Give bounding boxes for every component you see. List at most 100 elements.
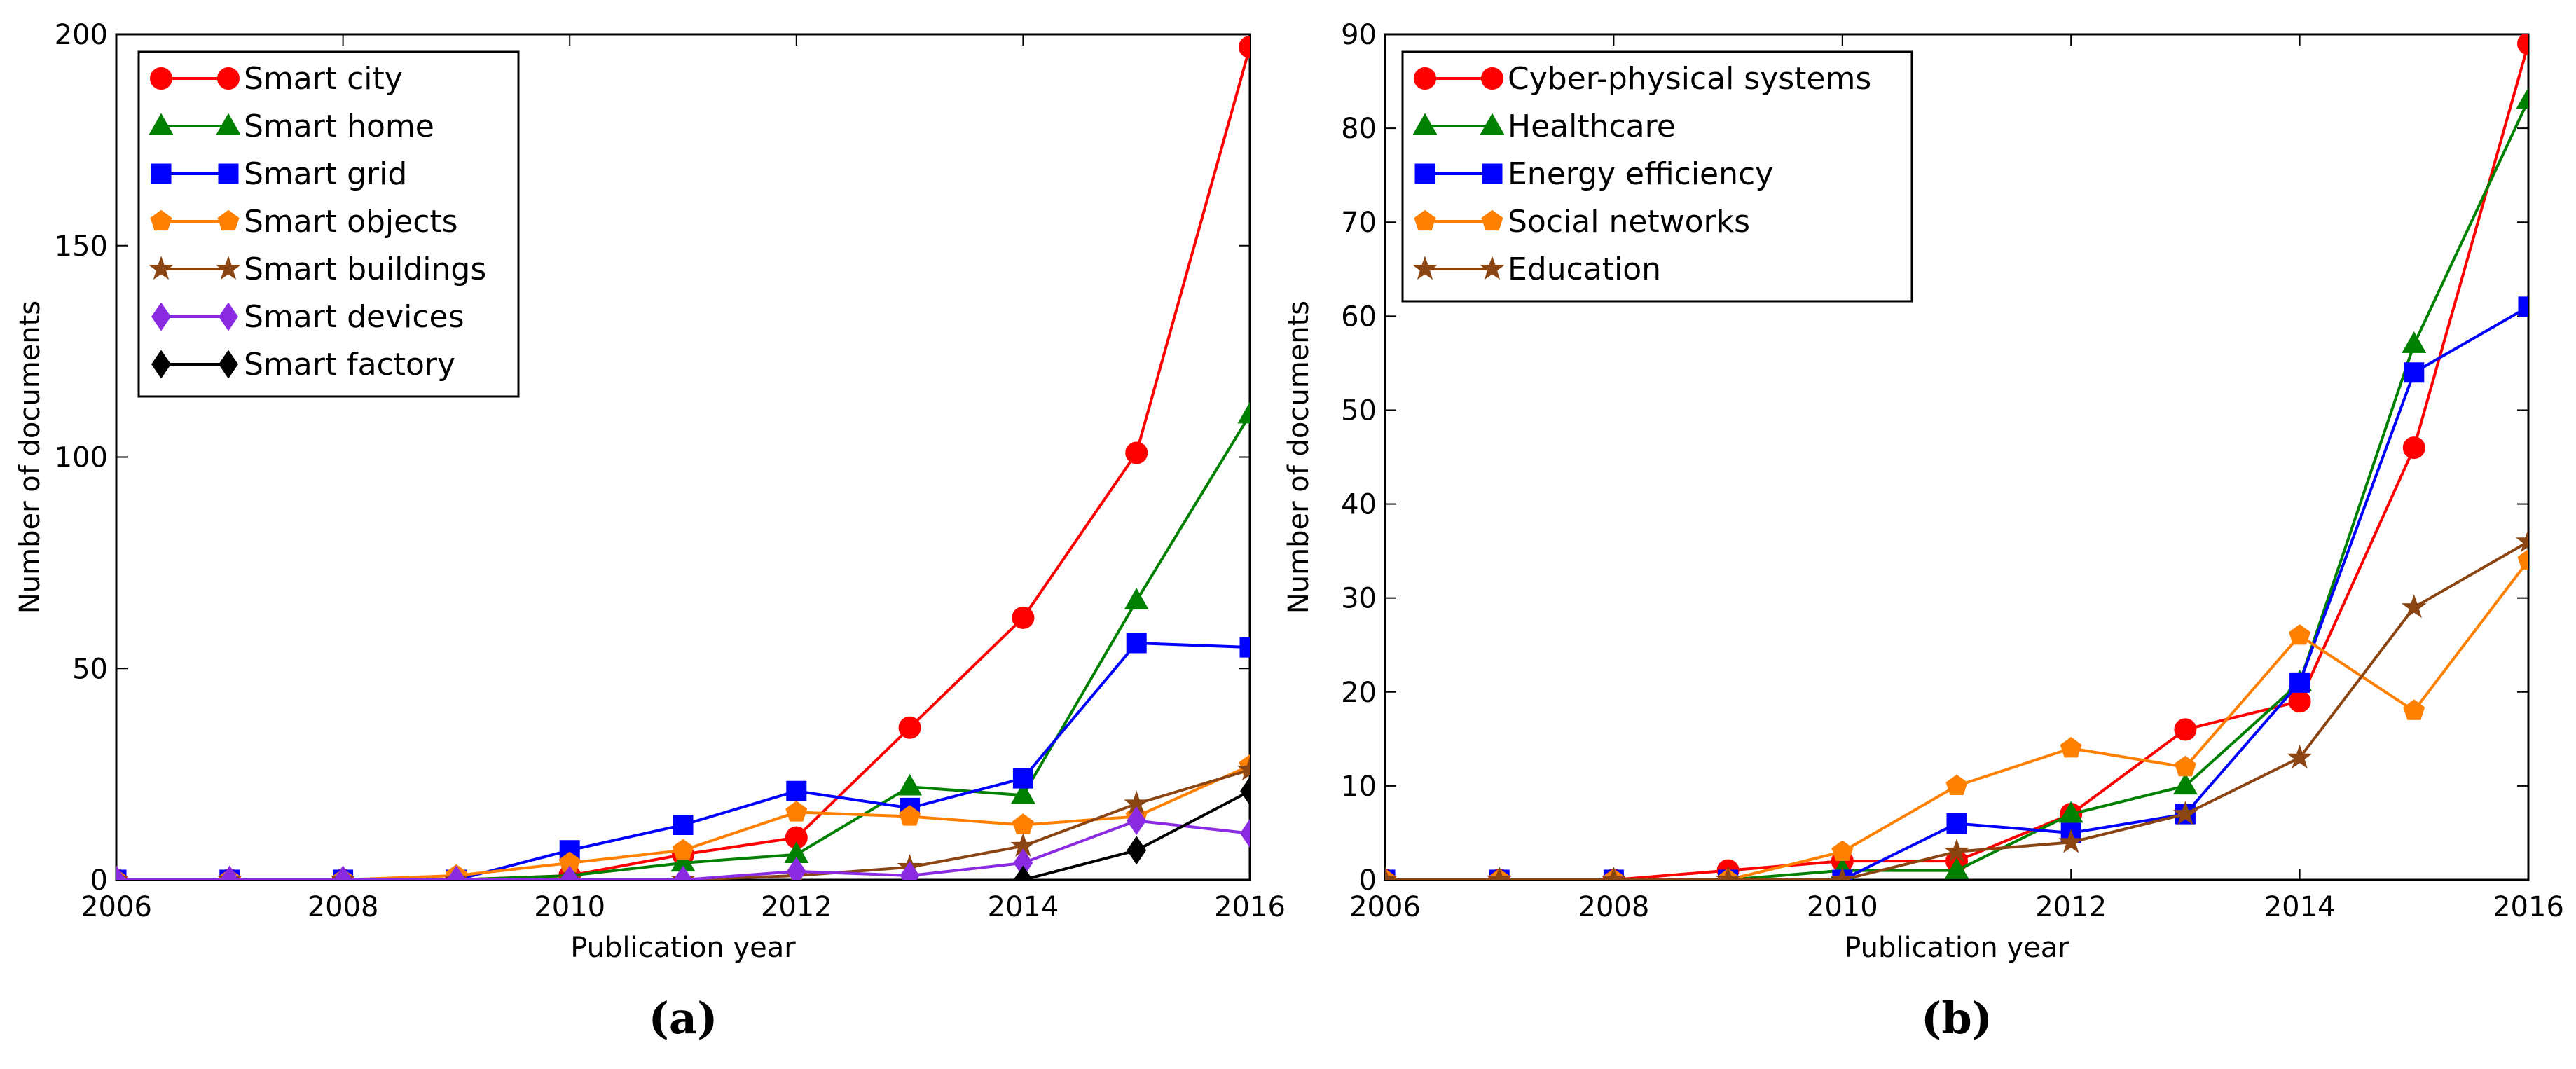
data-point <box>446 865 467 880</box>
legend-marker <box>1412 113 1438 135</box>
data-point <box>1601 867 1627 880</box>
y-tick-label: 0 <box>1359 864 1377 897</box>
legend-marker <box>150 67 172 90</box>
x-tick-label: 2006 <box>1349 891 1421 923</box>
data-point <box>2058 801 2083 823</box>
y-tick-label: 10 <box>1341 771 1377 803</box>
data-point <box>2403 699 2425 720</box>
y-tick-label: 50 <box>72 653 108 685</box>
data-point <box>2401 594 2427 619</box>
y-tick-label: 50 <box>1341 394 1377 427</box>
x-tick-label: 2008 <box>308 891 379 923</box>
data-point <box>1831 840 1854 861</box>
legend-label: Smart factory <box>244 347 455 382</box>
x-tick-label: 2006 <box>81 891 152 923</box>
data-point <box>1944 838 1969 862</box>
data-point <box>2402 331 2427 353</box>
legend-marker <box>1414 163 1435 184</box>
data-point <box>1945 774 1968 795</box>
data-point <box>1126 633 1147 654</box>
legend-marker <box>1414 67 1436 90</box>
data-point <box>2517 549 2528 570</box>
x-tick-label: 2014 <box>988 891 1059 923</box>
y-tick-label: 150 <box>55 230 108 263</box>
data-point <box>2058 829 2084 853</box>
legend-marker <box>216 113 241 135</box>
legend-marker <box>1481 67 1503 90</box>
data-point <box>1487 867 1513 880</box>
y-tick-label: 60 <box>1341 301 1377 333</box>
axes-frame <box>1384 33 2530 881</box>
series-social-networks <box>1385 549 2528 880</box>
legend-label: Smart grid <box>244 156 407 192</box>
legend-marker <box>217 67 240 90</box>
data-point <box>2288 690 2311 713</box>
data-point <box>673 815 694 836</box>
legend-label: Healthcare <box>1508 109 1676 144</box>
data-point <box>1127 836 1147 865</box>
plot-area <box>116 36 1250 880</box>
legend-marker <box>151 302 171 331</box>
y-tick-label: 200 <box>55 19 108 51</box>
legend-marker <box>1480 256 1505 280</box>
x-tick-label: 2012 <box>761 891 832 923</box>
data-point <box>1012 768 1033 789</box>
data-point <box>900 861 920 880</box>
legend-label: Smart city <box>244 61 403 97</box>
legend-marker <box>151 350 171 379</box>
chart-b: 2006 2008 2010 2012 2014 2016 0 10 20 30 40 50 60 70 8… <box>1283 19 2564 1044</box>
data-point <box>1012 813 1034 834</box>
x-axis-label: Publication year <box>570 932 796 964</box>
legend-marker <box>217 209 240 231</box>
data-point <box>1127 806 1147 836</box>
plot-area <box>1385 34 2528 880</box>
data-point <box>1125 441 1148 464</box>
data-point <box>897 773 923 796</box>
data-point <box>2517 34 2528 55</box>
data-point <box>1012 606 1035 629</box>
data-point <box>1237 401 1250 424</box>
data-point <box>1239 637 1250 658</box>
data-point <box>2516 528 2528 553</box>
y-tick-label: 80 <box>1341 113 1377 145</box>
data-point <box>1237 757 1250 781</box>
legend-label: Smart objects <box>244 204 458 240</box>
x-tick-label: 2010 <box>1807 891 1878 923</box>
legend-marker <box>149 256 174 280</box>
y-tick-label: 100 <box>55 442 108 474</box>
series-smart-devices <box>116 806 1250 880</box>
data-point <box>1944 857 1969 879</box>
x-tick-label: 2012 <box>2035 891 2107 923</box>
x-tick-label: 2016 <box>2493 891 2564 923</box>
series-line <box>116 819 1250 880</box>
legend: Cyber-physical systems Healthcare Energy e… <box>1401 50 1913 303</box>
legend-marker <box>150 209 172 231</box>
legend: Smart city Smart home Smart grid Smart obje… <box>137 50 520 398</box>
data-point <box>2174 718 2197 741</box>
data-point <box>786 780 807 801</box>
data-point <box>2289 624 2311 645</box>
data-point <box>899 805 921 826</box>
data-point <box>2516 87 2528 109</box>
y-tick-label: 40 <box>1341 489 1377 521</box>
data-point <box>2518 296 2528 317</box>
y-tick-label: 0 <box>90 864 108 897</box>
legend-marker <box>216 256 241 280</box>
data-point <box>1829 867 1855 880</box>
y-axis-label: Number of documents <box>14 301 46 614</box>
data-point <box>116 865 126 880</box>
data-point <box>1010 782 1035 804</box>
data-point <box>2060 736 2082 758</box>
y-tick-label: 20 <box>1341 677 1377 709</box>
data-point <box>219 865 240 880</box>
series-line <box>116 768 1250 880</box>
data-point <box>2287 744 2313 768</box>
legend-label: Smart buildings <box>244 251 486 287</box>
x-tick-label: 2016 <box>1214 891 1286 923</box>
legend-marker <box>1482 163 1503 184</box>
x-tick-label: 2008 <box>1578 891 1650 923</box>
data-point <box>1946 813 1967 834</box>
legend-marker <box>149 113 174 135</box>
legend-marker <box>219 302 238 331</box>
